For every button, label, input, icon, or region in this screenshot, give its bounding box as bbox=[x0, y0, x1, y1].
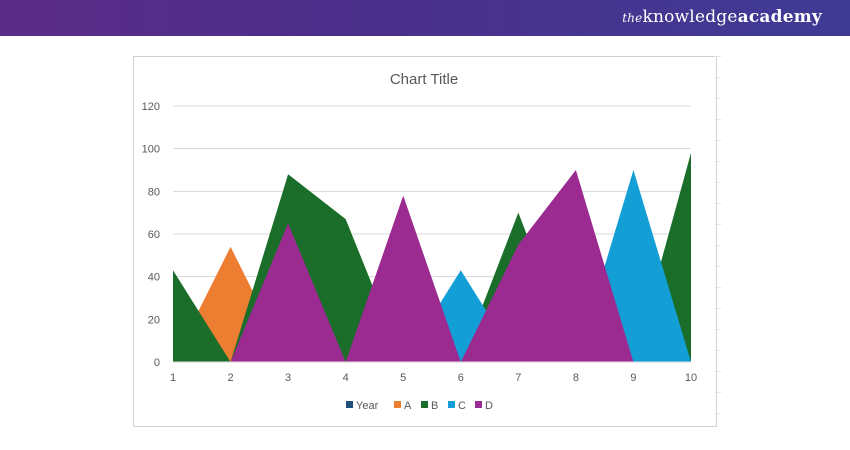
x-tick-label-5: 5 bbox=[400, 372, 406, 384]
x-tick-label-6: 6 bbox=[458, 372, 464, 384]
y-tick-label-40: 40 bbox=[148, 272, 160, 284]
legend-swatch-c bbox=[448, 401, 455, 408]
x-tick-label-1: 1 bbox=[170, 372, 176, 384]
top-banner: theknowledgeacademy bbox=[0, 0, 850, 36]
area-series-d bbox=[173, 170, 691, 362]
y-tick-label-20: 20 bbox=[148, 314, 160, 326]
y-tick-label-0: 0 bbox=[154, 357, 160, 369]
legend-label-b: B bbox=[431, 400, 438, 412]
legend-label-d: D bbox=[485, 400, 493, 412]
legend-label-c: C bbox=[458, 400, 466, 412]
legend-swatch-year bbox=[346, 401, 353, 408]
legend: Year A B C D bbox=[346, 400, 493, 412]
legend-swatch-d bbox=[475, 401, 482, 408]
y-tick-label-100: 100 bbox=[142, 144, 160, 156]
x-tick-label-10: 10 bbox=[685, 372, 697, 384]
x-axis-ticks: 1 2 3 4 5 6 7 8 9 10 bbox=[170, 372, 697, 384]
y-tick-label-80: 80 bbox=[148, 186, 160, 198]
series-areas bbox=[173, 152, 691, 363]
sheet-gridlines bbox=[715, 56, 721, 425]
chart-title: Chart Title bbox=[390, 71, 458, 88]
legend-label-a: A bbox=[404, 400, 412, 412]
y-tick-label-120: 120 bbox=[142, 101, 160, 113]
x-tick-label-8: 8 bbox=[573, 372, 579, 384]
x-tick-label-7: 7 bbox=[515, 372, 521, 384]
y-tick-label-60: 60 bbox=[148, 229, 160, 241]
x-tick-label-9: 9 bbox=[630, 372, 636, 384]
x-tick-label-3: 3 bbox=[285, 372, 291, 384]
x-tick-label-2: 2 bbox=[227, 372, 233, 384]
area-series-a bbox=[173, 246, 691, 362]
brand-logo: theknowledgeacademy bbox=[622, 7, 822, 27]
legend-label-year: Year bbox=[356, 400, 379, 412]
x-tick-label-4: 4 bbox=[343, 372, 349, 384]
legend-swatch-b bbox=[421, 401, 428, 408]
y-axis-ticks: 0 20 40 60 80 100 120 bbox=[142, 101, 160, 369]
legend-swatch-a bbox=[394, 401, 401, 408]
